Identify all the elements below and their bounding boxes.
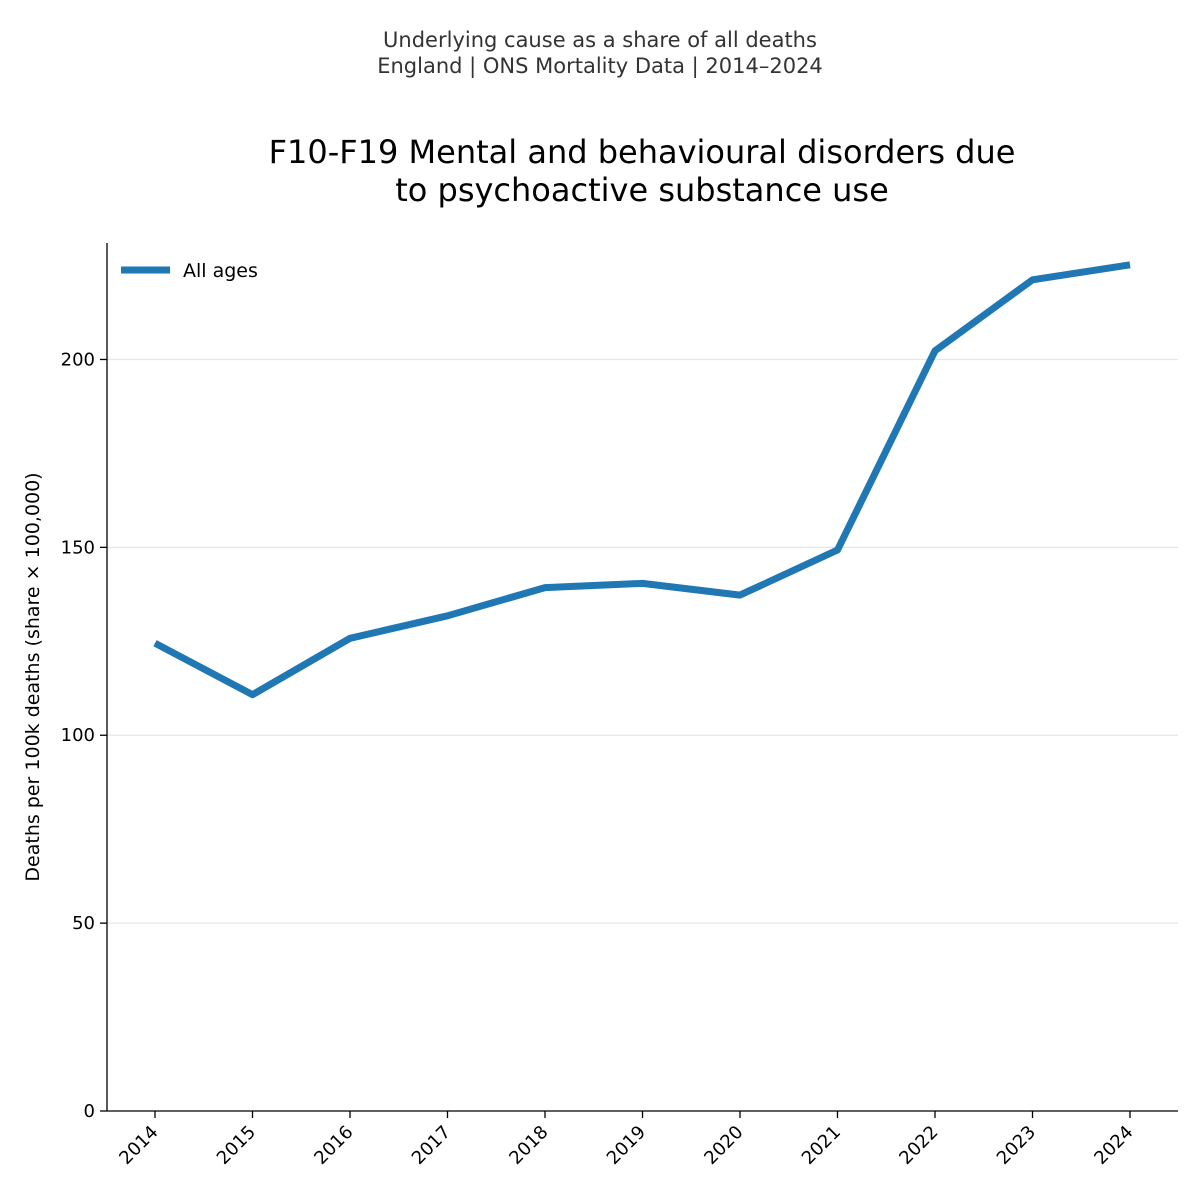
chart-title-line-2: to psychoactive substance use — [395, 171, 889, 209]
y-tick-label: 50 — [72, 913, 95, 934]
x-tick-label: 2021 — [798, 1122, 845, 1169]
x-tick-label: 2020 — [700, 1122, 747, 1169]
legend-label: All ages — [183, 260, 258, 282]
chart-title-line-1: F10-F19 Mental and behavioural disorders… — [269, 133, 1016, 171]
y-tick-label: 100 — [61, 725, 95, 746]
axes — [100, 243, 1178, 1118]
x-tick-label: 2018 — [505, 1122, 552, 1169]
x-tick-label: 2016 — [310, 1122, 357, 1169]
y-tick-label: 150 — [61, 537, 95, 558]
x-tick-label: 2014 — [115, 1122, 162, 1169]
x-tick-label: 2023 — [993, 1122, 1040, 1169]
series-line — [153, 261, 1131, 699]
x-tick-label: 2019 — [603, 1122, 650, 1169]
y-tick-label: 0 — [84, 1101, 95, 1122]
gridlines — [107, 358, 1178, 924]
y-axis-label: Deaths per 100k deaths (share × 100,000) — [22, 472, 44, 881]
x-tick-label: 2015 — [213, 1122, 260, 1169]
legend: All ages — [121, 260, 258, 282]
suptitle-line-1: Underlying cause as a share of all death… — [383, 28, 817, 52]
tick-labels: 0 50 100 150 200 2014 2015 2016 2017 2018 2019 2020… — [61, 349, 1138, 1168]
series-layer — [153, 261, 1131, 699]
suptitle-line-2: England | ONS Mortality Data | 2014–2024 — [377, 54, 823, 79]
x-tick-label: 2017 — [408, 1122, 455, 1169]
x-tick-label: 2022 — [895, 1122, 942, 1169]
x-tick-label: 2024 — [1090, 1122, 1137, 1169]
y-tick-label: 200 — [61, 349, 95, 370]
